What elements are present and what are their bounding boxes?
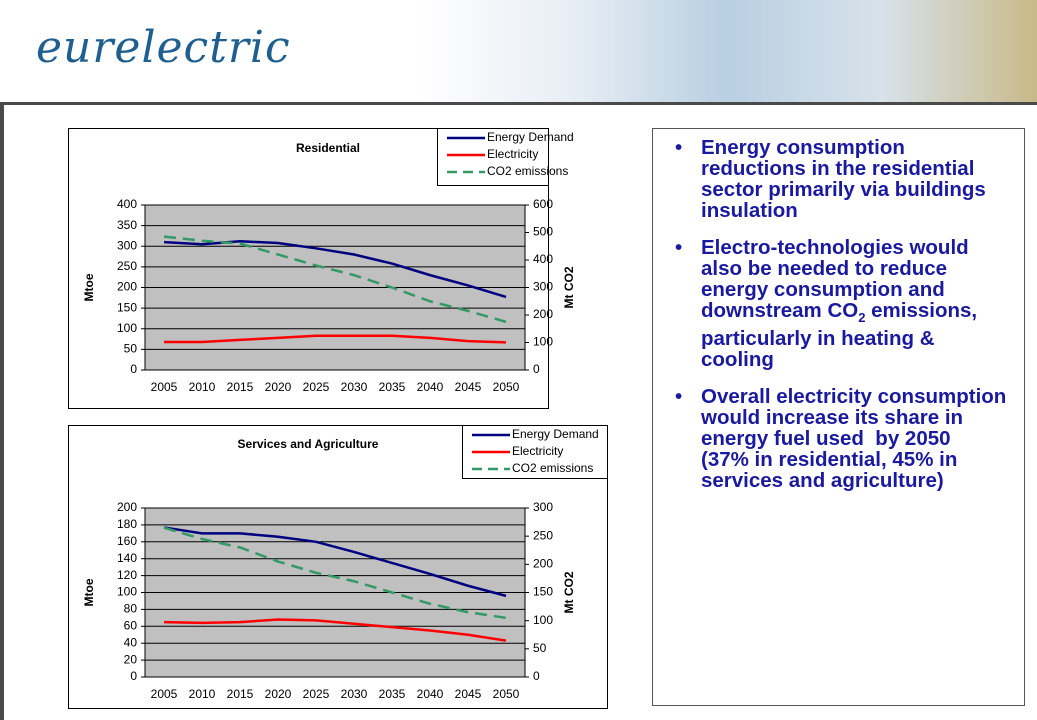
header: eurelectric — [0, 0, 1037, 105]
bullet: Energy consumption reductions in the res… — [701, 137, 1010, 221]
y2-tick-label: 200 — [533, 557, 553, 571]
y-tick-label: 300 — [117, 238, 137, 252]
legend-label: CO2 emissions — [512, 461, 593, 475]
y-tick-label: 140 — [117, 551, 137, 565]
x-tick-label: 2040 — [417, 687, 444, 701]
x-tick-label: 2005 — [151, 687, 178, 701]
slide: eurelectric 0501001502002503003504000100… — [0, 0, 1037, 720]
y-tick-label: 180 — [117, 517, 137, 531]
bullet-text: Energy consumption reductions in the res… — [701, 136, 992, 222]
y-tick-label: 60 — [124, 618, 138, 632]
x-tick-label: 2035 — [379, 687, 406, 701]
x-tick-label: 2050 — [493, 687, 520, 701]
y2-tick-label: 100 — [533, 335, 553, 349]
legend-label: Energy Demand — [487, 130, 574, 144]
chart: 0 50 100 150 200 250 300 350 400 0 100 200 300 400 500… — [68, 128, 608, 410]
x-tick-label: 2005 — [151, 380, 178, 394]
y-tick-label: 50 — [124, 342, 138, 356]
y-tick-label: 350 — [117, 218, 137, 232]
x-tick-label: 2010 — [189, 687, 216, 701]
y2-axis-label: Mt CO2 — [562, 571, 576, 613]
x-tick-label: 2020 — [265, 687, 292, 701]
y2-tick-label: 300 — [533, 500, 553, 514]
chart: 0204060801001201401601802000501001502002… — [68, 425, 609, 710]
text-box: Energy consumption reductions in the res… — [652, 128, 1025, 706]
y2-axis-label: Mt CO2 — [562, 266, 576, 308]
y-tick-label: 0 — [130, 669, 137, 683]
y-axis-label: Mtoe — [82, 578, 96, 606]
chart-title: Residential — [296, 141, 360, 155]
y-tick-label: 100 — [117, 585, 137, 599]
x-tick-label: 2030 — [341, 380, 368, 394]
y2-tick-label: 0 — [533, 362, 540, 376]
y-tick-label: 40 — [124, 635, 138, 649]
y-tick-label: 200 — [117, 280, 137, 294]
y-tick-label: 20 — [124, 652, 138, 666]
y2-tick-label: 0 — [533, 669, 540, 683]
y-tick-label: 250 — [117, 259, 137, 273]
y-tick-label: 0 — [130, 362, 137, 376]
x-tick-label: 2030 — [341, 687, 368, 701]
legend-label: Electricity — [487, 147, 538, 161]
bullet-text: (37% in residential, 45% in services and… — [701, 448, 963, 492]
x-tick-label: 2020 — [265, 380, 292, 394]
y2-tick-label: 50 — [533, 641, 547, 655]
y2-tick-label: 600 — [533, 197, 553, 211]
bullet: Electro-technologies would also be neede… — [701, 237, 1010, 370]
y2-tick-label: 400 — [533, 252, 553, 266]
x-tick-label: 2015 — [227, 380, 254, 394]
bullet-text: Overall electricity consumption would in… — [701, 385, 1012, 450]
y-tick-label: 200 — [117, 500, 137, 514]
bullet-list: Energy consumption reductions in the res… — [675, 137, 1010, 491]
logo: eurelectric — [36, 22, 291, 73]
x-tick-label: 2045 — [455, 380, 482, 394]
legend-label: Electricity — [512, 444, 563, 458]
y-tick-label: 100 — [117, 321, 137, 335]
y-tick-label: 120 — [117, 568, 137, 582]
x-tick-label: 2035 — [379, 380, 406, 394]
x-tick-label: 2045 — [455, 687, 482, 701]
y2-tick-label: 200 — [533, 307, 553, 321]
legend-label: CO2 emissions — [487, 164, 568, 178]
y2-tick-label: 100 — [533, 613, 553, 627]
y2-tick-label: 300 — [533, 280, 553, 294]
x-tick-label: 2015 — [227, 687, 254, 701]
y2-tick-label: 500 — [533, 225, 553, 239]
x-tick-label: 2050 — [493, 380, 520, 394]
x-tick-label: 2025 — [303, 687, 330, 701]
page: {"header": {"logo": "eurelectric"}, "bul… — [0, 0, 1037, 720]
y-tick-label: 160 — [117, 534, 137, 548]
x-tick-label: 2040 — [417, 380, 444, 394]
x-tick-label: 2025 — [303, 380, 330, 394]
side-bar — [0, 105, 4, 720]
bullet: Overall electricity consumption would in… — [701, 386, 1010, 491]
y2-tick-label: 250 — [533, 528, 553, 542]
legend-label: Energy Demand — [512, 427, 599, 441]
x-tick-label: 2010 — [189, 380, 216, 394]
y-axis-label: Mtoe — [82, 273, 96, 301]
y-tick-label: 80 — [124, 602, 138, 616]
y-tick-label: 400 — [117, 197, 137, 211]
y2-tick-label: 150 — [533, 585, 553, 599]
y-tick-label: 150 — [117, 300, 137, 314]
chart-title: Services and Agriculture — [238, 437, 379, 451]
